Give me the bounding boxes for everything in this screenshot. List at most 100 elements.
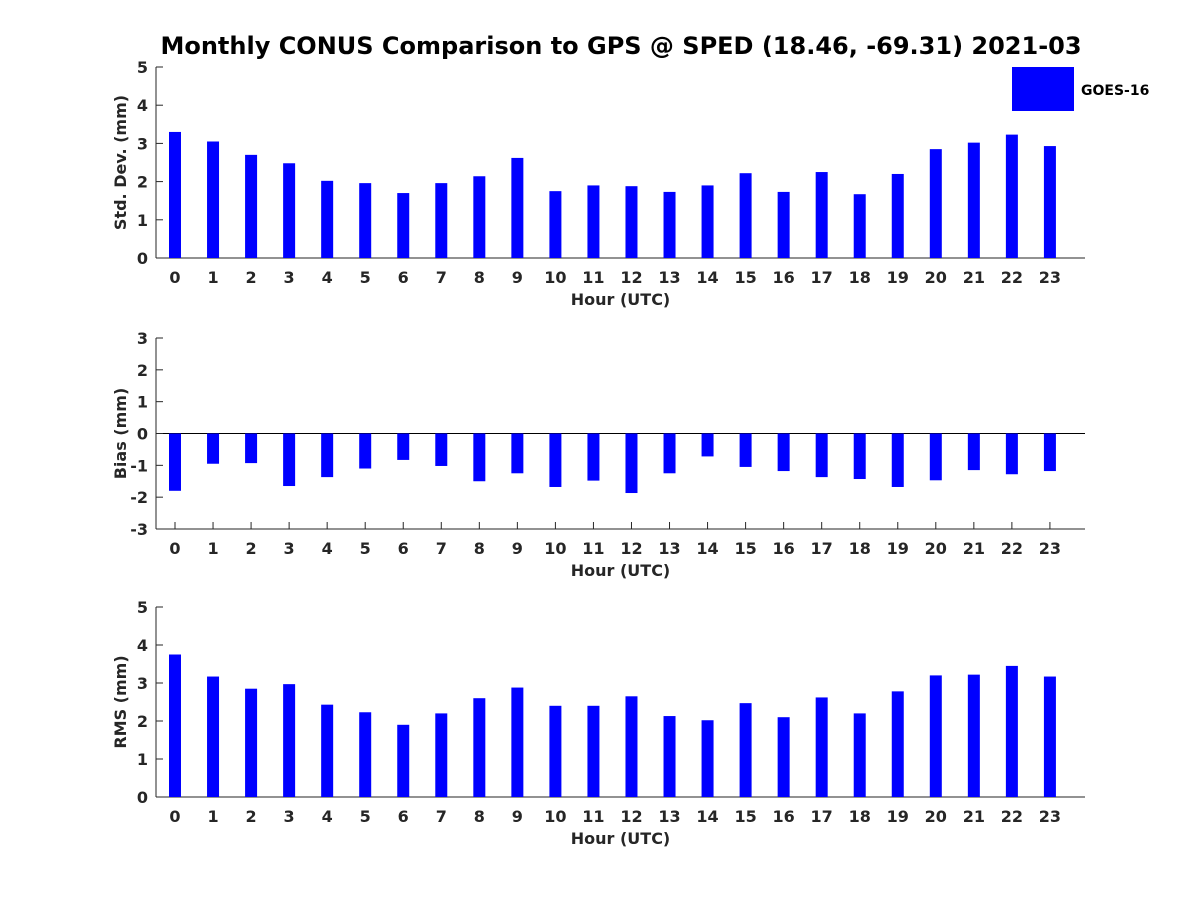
rms-bar (549, 705, 562, 797)
std-dev-bar (625, 186, 638, 258)
rms-bar (1043, 676, 1056, 797)
rms-bar (815, 697, 828, 797)
bias-x-tick-label: 20 (925, 539, 947, 558)
std-dev-x-axis-label: Hour (UTC) (571, 290, 671, 309)
std-dev-bar (435, 183, 448, 258)
bias-y-tick-label: 2 (137, 361, 148, 380)
std-dev-x-tick-label: 8 (474, 268, 485, 287)
std-dev-x-tick-label: 11 (582, 268, 604, 287)
std-dev-bar (359, 183, 372, 258)
std-dev-x-tick-label: 3 (284, 268, 295, 287)
std-dev-bar (891, 173, 904, 258)
rms-x-tick-label: 1 (207, 807, 218, 826)
rms-x-tick-label: 2 (246, 807, 257, 826)
chart-title: Monthly CONUS Comparison to GPS @ SPED (… (160, 32, 1081, 60)
bias-x-tick-label: 22 (1001, 539, 1023, 558)
rms-bar (587, 705, 600, 797)
rms-bar (511, 687, 524, 797)
rms-y-axis-label: RMS (mm) (111, 655, 130, 748)
rms-y-tick-label: 1 (137, 750, 148, 769)
std-dev-bar (549, 191, 562, 258)
bias-y-tick-label: 3 (137, 329, 148, 348)
std-dev-x-tick-label: 14 (696, 268, 718, 287)
bias-bar (283, 433, 296, 487)
bias-x-tick-label: 17 (811, 539, 833, 558)
bias-bar (815, 433, 828, 478)
std-dev-bar (321, 180, 334, 258)
bias-x-tick-label: 18 (849, 539, 871, 558)
bias-x-tick-label: 3 (284, 539, 295, 558)
std-dev-bar (967, 142, 980, 258)
bias-x-tick-label: 21 (963, 539, 985, 558)
bias-y-tick-label: -3 (130, 520, 148, 539)
std-dev-x-tick-label: 2 (246, 268, 257, 287)
rms-x-tick-label: 18 (849, 807, 871, 826)
bias-bar (853, 433, 866, 480)
std-dev-bar (245, 154, 258, 258)
std-dev-y-tick-label: 1 (137, 211, 148, 230)
rms-x-tick-label: 9 (512, 807, 523, 826)
std-dev-y-tick-label: 0 (137, 249, 148, 268)
rms-x-tick-label: 12 (620, 807, 642, 826)
std-dev-y-tick-label: 5 (137, 58, 148, 77)
std-dev-x-tick-label: 12 (620, 268, 642, 287)
std-dev-bar (777, 191, 790, 258)
bias-bar (169, 433, 181, 491)
std-dev-x-tick-label: 7 (436, 268, 447, 287)
bias-x-tick-label: 11 (582, 539, 604, 558)
bias-bar (207, 433, 220, 464)
std-dev-bar (1043, 146, 1056, 258)
rms-x-tick-label: 16 (773, 807, 795, 826)
rms-x-tick-label: 19 (887, 807, 909, 826)
std-dev-x-tick-label: 17 (811, 268, 833, 287)
rms-bar (245, 688, 258, 797)
rms-y-tick-label: 0 (137, 788, 148, 807)
bias-x-tick-label: 19 (887, 539, 909, 558)
rms-bar (739, 703, 752, 797)
bias-x-tick-label: 2 (246, 539, 257, 558)
rms-x-tick-label: 7 (436, 807, 447, 826)
std-dev-x-tick-label: 6 (398, 268, 409, 287)
rms-bar (169, 654, 181, 797)
rms-bar (929, 675, 942, 797)
std-dev-bar (283, 163, 296, 258)
std-dev-x-tick-label: 5 (360, 268, 371, 287)
std-dev-x-tick-label: 20 (925, 268, 947, 287)
rms-x-tick-label: 11 (582, 807, 604, 826)
bias-x-tick-label: 1 (207, 539, 218, 558)
bias-bar (1043, 433, 1056, 472)
rms-bar (283, 684, 296, 797)
rms-x-tick-label: 15 (734, 807, 756, 826)
rms-bar (321, 704, 334, 797)
std-dev-x-tick-label: 4 (322, 268, 333, 287)
std-dev-x-tick-label: 22 (1001, 268, 1023, 287)
rms-bar (967, 674, 980, 797)
bias-x-tick-label: 13 (658, 539, 680, 558)
rms-x-tick-label: 14 (696, 807, 718, 826)
rms-x-tick-label: 13 (658, 807, 680, 826)
bias-x-axis-label: Hour (UTC) (571, 561, 671, 580)
rms-x-tick-label: 0 (169, 807, 180, 826)
rms-y-tick-label: 5 (137, 598, 148, 617)
std-dev-x-tick-label: 10 (544, 268, 566, 287)
bias-bar (625, 433, 638, 494)
bias-x-tick-label: 10 (544, 539, 566, 558)
std-dev-bar (473, 176, 486, 258)
std-dev-bar (207, 141, 220, 258)
bias-bar (777, 433, 790, 472)
std-dev-bar (587, 185, 600, 258)
bias-bar (891, 433, 904, 487)
std-dev-y-tick-label: 4 (137, 96, 148, 115)
std-dev-y-axis-label: Std. Dev. (mm) (111, 95, 130, 230)
std-dev-x-tick-label: 23 (1039, 268, 1061, 287)
rms-bar (663, 716, 676, 797)
rms-x-tick-label: 8 (474, 807, 485, 826)
bias-y-tick-label: -1 (130, 456, 148, 475)
bias-x-tick-label: 7 (436, 539, 447, 558)
bias-y-tick-label: 0 (137, 425, 148, 444)
rms-bar (359, 712, 372, 797)
